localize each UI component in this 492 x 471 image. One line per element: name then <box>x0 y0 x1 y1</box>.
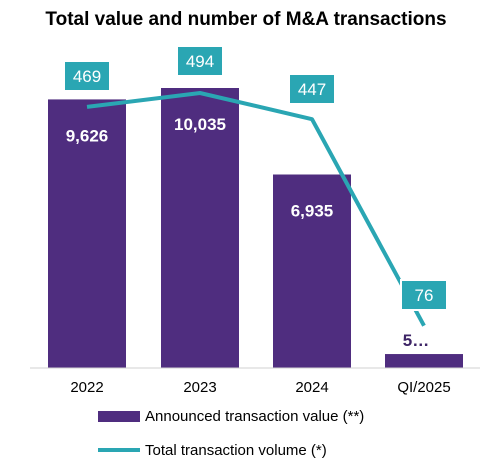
volume-value-label: 76 <box>415 286 434 305</box>
x-tick-label: 2022 <box>70 379 103 396</box>
chart-title: Total value and number of M&A transactio… <box>45 9 446 30</box>
bar-value-label: 10,035 <box>174 115 226 134</box>
volume-label-box <box>400 279 448 311</box>
data-labels: 9,626 10,035 6,935 5… 469 494 447 76 <box>63 45 448 350</box>
volume-line <box>86 91 426 327</box>
x-tick-label: 2024 <box>295 379 328 396</box>
bar-value-label: 5… <box>403 331 429 350</box>
line-layer <box>86 91 426 327</box>
legend-swatch-bar <box>98 411 140 422</box>
x-tick-label: 2023 <box>183 379 216 396</box>
x-ticks: 2022 2023 2024 QI/2025 <box>70 379 450 396</box>
bars-layer <box>48 88 463 369</box>
bar-2023 <box>161 88 239 368</box>
bar-QI/2025 <box>385 354 463 368</box>
volume-label-box <box>176 45 224 77</box>
volume-label-box <box>288 73 336 105</box>
bar-2024 <box>273 174 351 368</box>
volume-value-label: 447 <box>298 80 326 99</box>
volume-label-box <box>63 60 111 92</box>
legend: Announced transaction value (**) Total t… <box>98 408 364 459</box>
legend-label-value: Announced transaction value (**) <box>145 408 364 425</box>
volume-value-label: 469 <box>73 67 101 86</box>
bar-value-label: 9,626 <box>66 126 109 145</box>
x-tick-label: QI/2025 <box>397 379 450 396</box>
volume-value-label: 494 <box>186 52 214 71</box>
legend-label-volume: Total transaction volume (*) <box>145 442 327 459</box>
bar-value-label: 6,935 <box>291 201 334 220</box>
bar-2022 <box>48 99 126 369</box>
